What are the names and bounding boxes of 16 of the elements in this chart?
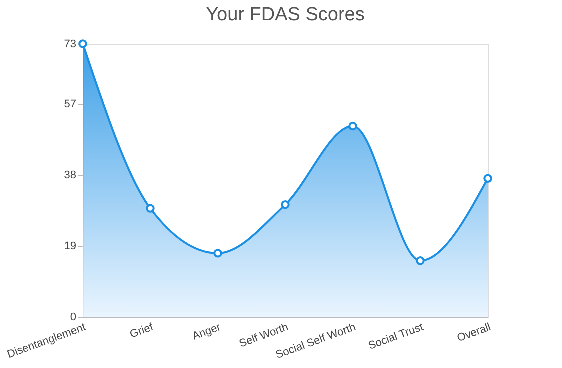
x-tick-label: Social Trust <box>366 322 426 352</box>
chart-title: Your FDAS Scores <box>206 4 365 26</box>
y-tick-label: 38 <box>64 169 76 182</box>
point <box>348 122 358 131</box>
y-tick-label: 19 <box>64 240 76 252</box>
x-tick-label: Grief <box>128 321 156 341</box>
y-tick-label: 73 <box>64 38 76 50</box>
point <box>214 249 222 258</box>
point <box>416 256 425 266</box>
point <box>484 174 492 183</box>
y-tick-label: 57 <box>64 98 76 110</box>
x-tick-label: Overall <box>456 322 493 345</box>
point <box>146 204 155 213</box>
x-tick-label: Anger <box>190 321 223 343</box>
point <box>281 200 290 210</box>
y-tick-label: 0 <box>70 312 76 324</box>
